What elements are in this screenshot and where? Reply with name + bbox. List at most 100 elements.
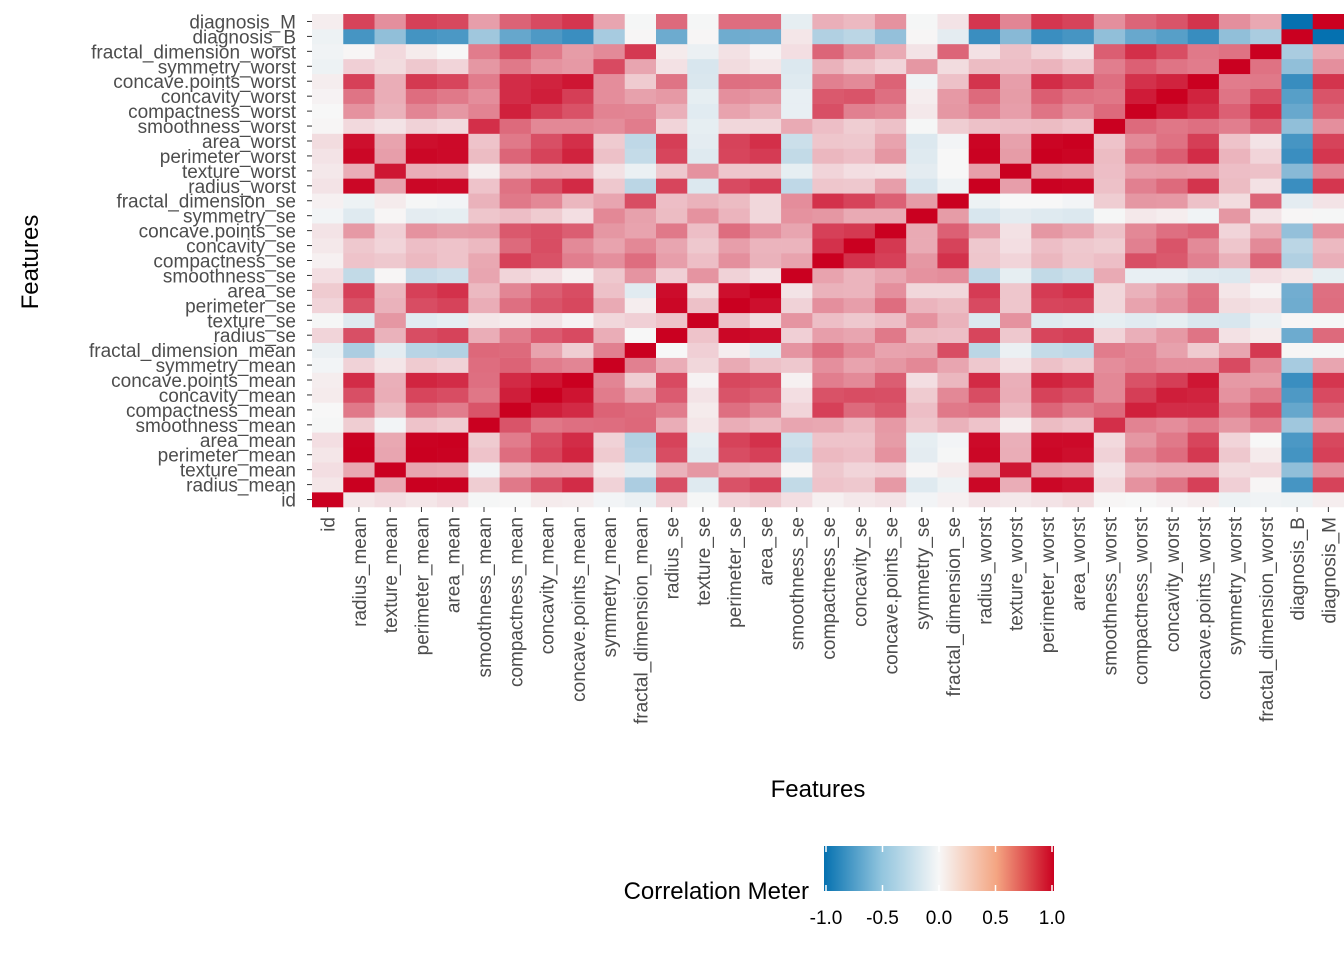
heatmap-cell: [593, 357, 626, 373]
heatmap-cell: [1312, 372, 1344, 388]
heatmap-cell: [1250, 163, 1282, 179]
heatmap-cell: [374, 357, 407, 373]
heatmap-cell: [593, 417, 626, 433]
heatmap-cell: [843, 43, 876, 60]
heatmap-cell: [593, 297, 626, 314]
heatmap-cell: [1093, 88, 1126, 104]
heatmap-cell: [374, 103, 407, 119]
heatmap-cell: [1281, 14, 1314, 30]
heatmap-cell: [1062, 238, 1095, 254]
heatmap-cell: [530, 88, 563, 104]
heatmap-cell: [687, 253, 719, 269]
heatmap-cell: [1187, 357, 1220, 373]
heatmap-cell: [687, 372, 719, 388]
heatmap-cell: [468, 387, 500, 403]
heatmap-cell: [437, 477, 469, 493]
heatmap-cell: [718, 118, 751, 134]
heatmap-cell: [562, 58, 594, 75]
heatmap-cell: [312, 178, 344, 194]
heatmap-cell: [405, 58, 438, 75]
heatmap-cell: [1156, 387, 1188, 403]
heatmap-cell: [1156, 118, 1188, 134]
heatmap-cell: [687, 28, 719, 45]
heatmap-cell: [968, 73, 1001, 89]
y-tick-label: smoothness_se: [163, 266, 296, 287]
heatmap-cell: [1031, 432, 1063, 448]
heatmap-cell: [937, 223, 970, 239]
heatmap-cell: [968, 28, 1001, 45]
y-tick-label: area_mean: [200, 431, 296, 452]
heatmap-cell: [374, 417, 407, 433]
heatmap-cell: [1093, 462, 1126, 478]
heatmap-cell: [968, 327, 1001, 343]
heatmap-cell: [437, 88, 469, 104]
x-tick-label: perimeter_se: [725, 517, 746, 628]
heatmap-cell: [374, 253, 407, 269]
heatmap-cell: [1125, 178, 1157, 194]
heatmap-cell: [1031, 43, 1063, 60]
heatmap-cell: [1031, 253, 1063, 269]
heatmap-cell: [593, 253, 626, 269]
heatmap-cell: [1312, 148, 1344, 164]
heatmap-cell: [781, 238, 813, 254]
heatmap-cell: [1093, 402, 1126, 418]
legend-tick-label: -1.0: [810, 908, 843, 929]
heatmap-cell: [1250, 297, 1282, 314]
heatmap-cell: [937, 372, 970, 388]
heatmap-cell: [562, 297, 594, 314]
heatmap-cell: [968, 267, 1001, 284]
heatmap-cell: [405, 267, 438, 284]
heatmap-cell: [624, 133, 657, 149]
y-tick-label: concavity_worst: [161, 87, 297, 108]
heatmap-cell: [843, 477, 876, 493]
heatmap-cell: [718, 253, 751, 269]
heatmap-cell: [968, 417, 1001, 433]
heatmap-cell: [499, 387, 532, 403]
heatmap-cell: [530, 208, 563, 224]
heatmap-cell: [562, 14, 594, 30]
y-tick-label: fractal_dimension_se: [116, 192, 296, 213]
heatmap-cell: [1000, 282, 1032, 299]
heatmap-cell: [624, 118, 657, 134]
heatmap-cell: [687, 297, 719, 314]
heatmap-cell: [1000, 417, 1032, 433]
heatmap-cell: [1250, 402, 1282, 418]
heatmap-cell: [343, 387, 375, 403]
heatmap-cell: [343, 223, 375, 239]
x-tick-label: radius_se: [663, 517, 684, 599]
heatmap-cell: [968, 193, 1001, 209]
heatmap-cell: [593, 133, 626, 149]
heatmap-cell: [1281, 73, 1314, 89]
heatmap-cell: [1218, 163, 1251, 179]
heatmap-cell: [562, 477, 594, 493]
heatmap-cell: [656, 88, 688, 104]
heatmap-cell: [781, 193, 813, 209]
heatmap-cell: [718, 402, 751, 418]
heatmap-cell: [343, 43, 375, 60]
heatmap-cell: [874, 103, 907, 119]
heatmap-cell: [1250, 432, 1282, 448]
heatmap-cell: [749, 223, 782, 239]
heatmap-cell: [499, 238, 532, 254]
y-axis-title: Features: [17, 215, 44, 310]
heatmap-cell: [1000, 372, 1032, 388]
heatmap-cell: [1125, 148, 1157, 164]
x-tick-label: area_worst: [1069, 516, 1090, 611]
heatmap-cell: [1312, 387, 1344, 403]
heatmap-cell: [562, 492, 594, 508]
heatmap-cell: [781, 28, 813, 45]
x-tick-label: fractal_dimension_se: [944, 517, 965, 697]
heatmap-cell: [374, 118, 407, 134]
x-tick-label: diagnosis_M: [1319, 517, 1340, 624]
heatmap-cell: [843, 282, 876, 299]
x-tick-label: perimeter_worst: [1038, 516, 1059, 653]
heatmap-cell: [1281, 417, 1314, 433]
heatmap-cell: [874, 267, 907, 284]
heatmap-cell: [1125, 312, 1157, 329]
heatmap-cell: [530, 282, 563, 299]
heatmap-cell: [405, 447, 438, 463]
heatmap-cell: [405, 372, 438, 388]
heatmap-cell: [1000, 462, 1032, 478]
heatmap-cell: [1000, 402, 1032, 418]
heatmap-cell: [843, 267, 876, 284]
